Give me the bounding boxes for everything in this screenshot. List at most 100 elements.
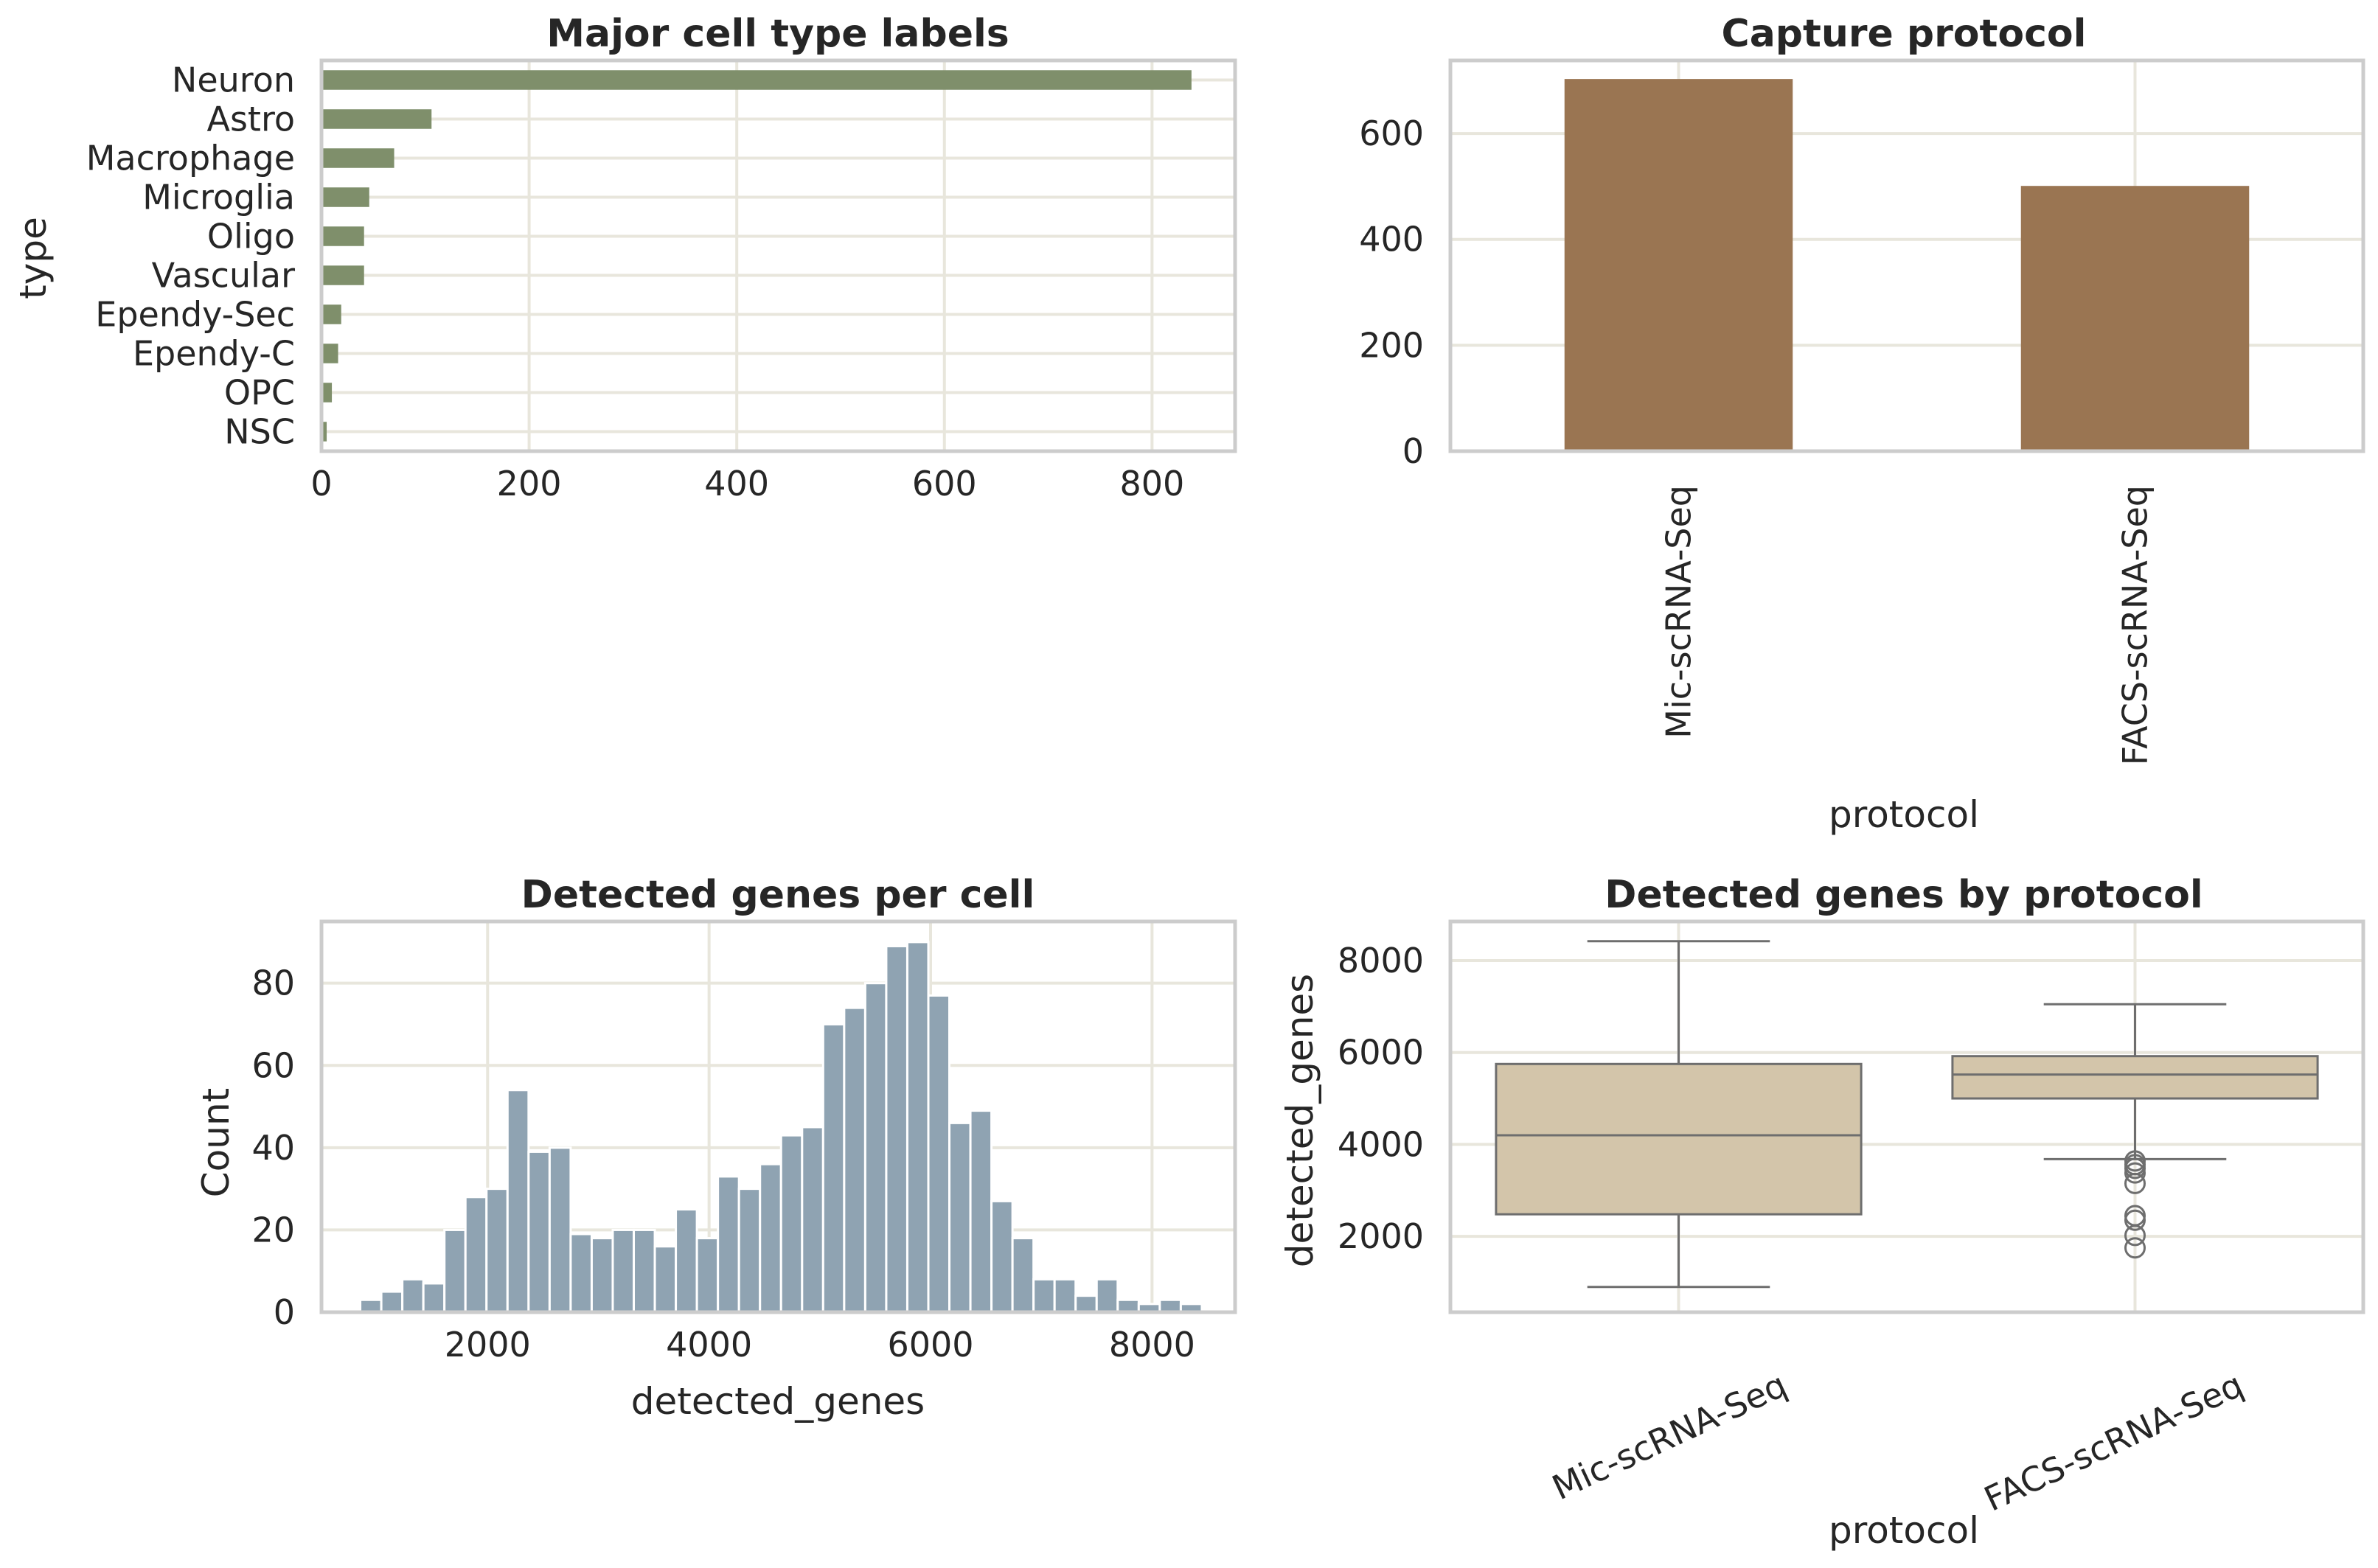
bar: [321, 187, 369, 207]
outlier-point: [2124, 1205, 2146, 1227]
chart-title: Detected genes by protocol: [1605, 873, 2203, 917]
histogram-bar: [1116, 1298, 1140, 1314]
histogram-bar: [401, 1278, 425, 1314]
histogram-bar: [569, 1233, 593, 1314]
y-tick-label: Astro: [206, 100, 295, 139]
x-axis-label: detected_genes: [631, 1380, 925, 1423]
x-tick-label: 200: [497, 464, 562, 503]
x-tick-label: FACS-scRNA-Seq: [1978, 1365, 2249, 1519]
histogram-bar: [737, 1188, 762, 1314]
y-tick-label: NSC: [224, 412, 295, 452]
histogram-bar: [759, 1163, 782, 1314]
histogram-bar: [863, 982, 888, 1314]
histogram-bar: [422, 1282, 446, 1314]
box: [1495, 1062, 1863, 1216]
x-tick-label: 8000: [1109, 1325, 1195, 1365]
bar: [321, 148, 394, 168]
panel-genes-boxplot: Detected genes by protocol protocol dete…: [1279, 873, 2365, 1552]
y-tick-label: Ependy-C: [133, 334, 295, 374]
histogram-bar: [801, 1126, 824, 1314]
histogram-bar: [990, 1199, 1014, 1314]
bar: [2020, 186, 2250, 451]
histogram-bar: [948, 1121, 972, 1314]
histogram-bar: [779, 1134, 804, 1314]
bar: [321, 265, 364, 285]
bar: [321, 109, 432, 129]
histogram-bar: [527, 1150, 551, 1314]
bar: [321, 70, 1192, 90]
plot-frame: [1448, 58, 2365, 453]
x-axis-label: protocol: [1829, 1509, 1979, 1552]
plot-frame: [319, 919, 1237, 1314]
y-tick-label: 600: [1359, 114, 1424, 153]
y-tick-label: 40: [251, 1128, 295, 1168]
x-tick-label: 0: [310, 464, 332, 503]
box: [1951, 1055, 2319, 1100]
histogram-bar: [506, 1089, 530, 1314]
bar: [321, 304, 341, 324]
y-tick-label: 60: [251, 1045, 295, 1085]
y-tick-label: 200: [1359, 325, 1424, 365]
y-tick-label: OPC: [224, 373, 295, 413]
histogram-bar: [380, 1290, 404, 1314]
histogram-bar: [548, 1146, 572, 1314]
histogram-bar: [485, 1188, 509, 1314]
x-tick-label: 600: [912, 464, 977, 503]
plot-frame: [319, 58, 1237, 453]
y-tick-label: 400: [1359, 220, 1424, 259]
y-axis-label: type: [12, 217, 55, 299]
x-axis-label: protocol: [1829, 793, 1979, 836]
histogram-bar: [1032, 1278, 1056, 1314]
x-tick-label: 2000: [445, 1325, 531, 1365]
bar: [321, 383, 333, 403]
plot-frame: [1448, 919, 2365, 1314]
y-tick-label: 0: [1402, 431, 1424, 471]
x-tick-label: 4000: [666, 1325, 752, 1365]
x-tick-label: FACS-scRNA-Seq: [2115, 485, 2155, 765]
chart-title: Major cell type labels: [546, 12, 1009, 56]
bar: [1564, 79, 1793, 451]
histogram-bar: [633, 1228, 656, 1314]
y-tick-label: Macrophage: [86, 139, 295, 178]
y-axis-label: detected_genes: [1279, 974, 1321, 1267]
histogram-bar: [927, 994, 951, 1314]
histogram-bar: [1095, 1278, 1119, 1314]
bar: [321, 344, 338, 363]
panel-cell-types: Major cell type labels type 0 200 400 600 80…: [12, 12, 1237, 503]
y-tick-label: Microglia: [142, 178, 295, 217]
histogram-bar: [590, 1237, 614, 1314]
histogram-bar: [359, 1298, 383, 1314]
histogram-bar: [695, 1237, 720, 1314]
histogram-bar: [464, 1196, 488, 1314]
x-tick-label: 6000: [887, 1325, 973, 1365]
x-tick-label: 400: [704, 464, 769, 503]
histogram-bar: [905, 941, 930, 1314]
outlier-point: [2124, 1237, 2146, 1259]
histogram-bar: [843, 1006, 866, 1314]
bar: [321, 226, 364, 246]
histogram-bar: [885, 944, 908, 1314]
y-tick-label: 4000: [1338, 1124, 1424, 1164]
histogram-bar: [1158, 1298, 1182, 1314]
x-tick-label: Mic-scRNA-Seq: [1546, 1365, 1793, 1508]
y-tick-label: Neuron: [172, 60, 295, 100]
y-axis-label: Count: [195, 1088, 237, 1198]
histogram-bar: [675, 1208, 698, 1314]
panel-genes-histogram: Detected genes per cell detected_genes C…: [195, 873, 1237, 1423]
y-tick-label: Vascular: [152, 256, 295, 296]
histogram-bar: [969, 1109, 993, 1314]
histogram-bar: [443, 1228, 467, 1314]
x-tick-label: 800: [1119, 464, 1184, 503]
y-tick-label: Oligo: [207, 217, 295, 257]
chart-title: Capture protocol: [1722, 12, 2087, 56]
y-tick-label: 20: [251, 1210, 295, 1250]
panel-capture-protocol: Capture protocol protocol 0 200 400 600 Mic-…: [1359, 12, 2365, 836]
chart-title: Detected genes per cell: [521, 873, 1035, 917]
histogram-bar: [1074, 1295, 1098, 1314]
y-tick-label: 8000: [1338, 941, 1424, 980]
bar: [321, 422, 327, 442]
histogram-bar: [611, 1228, 636, 1314]
outlier-point: [2124, 1150, 2146, 1172]
y-tick-label: Ependy-Sec: [95, 295, 295, 335]
